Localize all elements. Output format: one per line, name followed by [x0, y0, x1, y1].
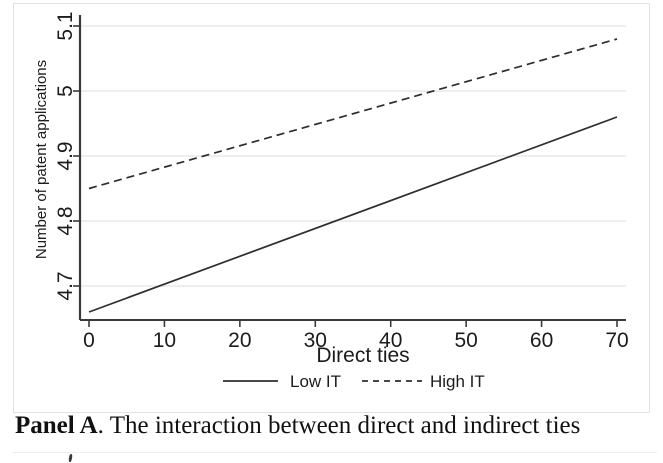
legend-label-low-it: Low IT	[290, 372, 341, 391]
caption-text: . The interaction between direct and ind…	[97, 412, 581, 439]
y-tick-label: 5.1	[54, 11, 77, 40]
figure-caption: Panel A. The interaction between direct …	[15, 412, 660, 441]
series-line-low-it	[88, 116, 618, 313]
y-axis-title: Number of patent applications	[33, 60, 50, 259]
x-tick-label: 10	[153, 329, 176, 352]
y-tick-label: 4.7	[54, 271, 77, 300]
y-tick-label: 4.8	[54, 206, 77, 235]
series-line-high-it	[88, 38, 618, 190]
caption-panel-label: Panel A	[15, 412, 98, 439]
x-axis-title: Direct ties	[316, 344, 409, 367]
x-tick-label: 20	[228, 329, 251, 352]
x-tick-label: 0	[83, 329, 95, 352]
next-row-divider	[13, 452, 657, 453]
x-tick-label: 60	[530, 329, 553, 352]
x-tick-label: 70	[605, 329, 628, 352]
figure-border	[13, 3, 650, 413]
legend-label-high-it: High IT	[430, 372, 485, 391]
x-tick-label: 50	[454, 329, 477, 352]
x-tick-label: 40	[379, 329, 402, 352]
y-tick-label: 4.9	[54, 141, 77, 170]
x-tick-label: 30	[304, 329, 327, 352]
y-tick-label: 5	[54, 85, 77, 97]
